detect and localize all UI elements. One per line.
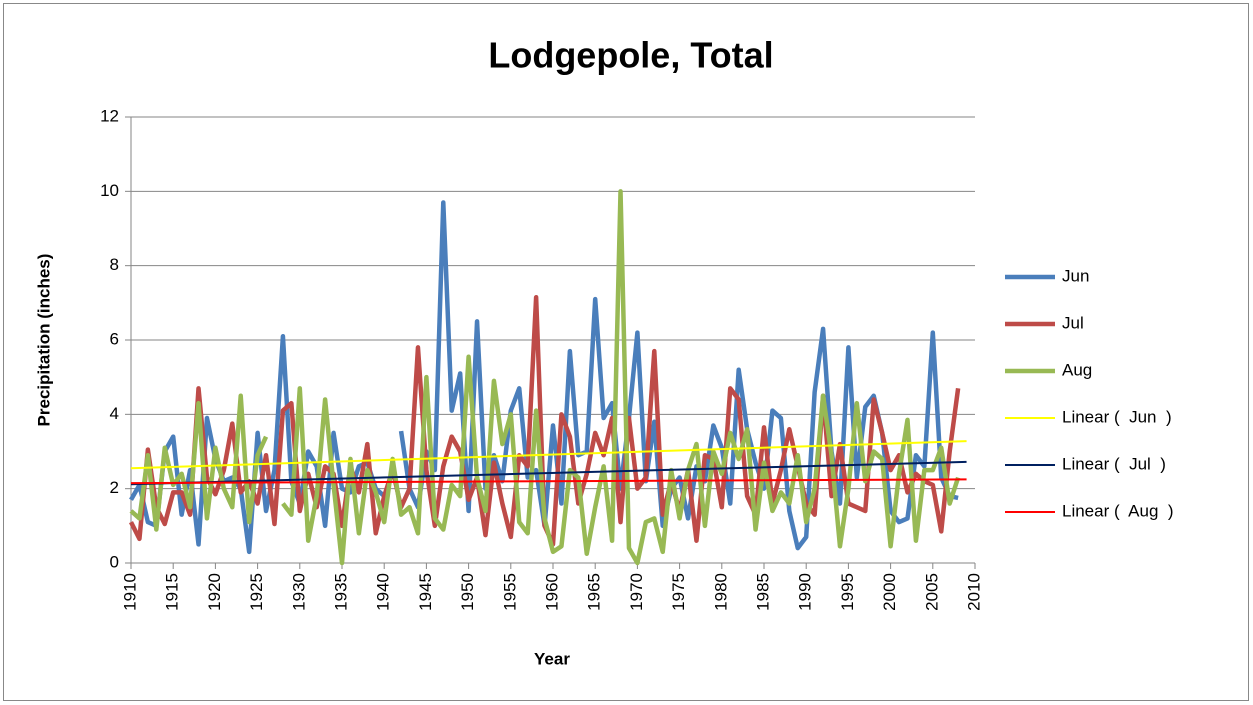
x-tick-label: 1990 <box>796 573 815 611</box>
y-tick-label: 6 <box>110 329 119 348</box>
trend-line <box>130 440 967 470</box>
legend-label: Jul <box>1062 313 1084 332</box>
x-tick-label: 1975 <box>669 573 688 611</box>
x-tick-label: 1960 <box>542 573 561 611</box>
x-tick-label: 1920 <box>205 573 224 611</box>
x-tick-label: 1955 <box>500 573 519 611</box>
x-tick-label: 1995 <box>838 573 857 611</box>
x-tick-label: 1935 <box>331 573 350 611</box>
legend-label: Jun <box>1062 266 1089 285</box>
x-tick-label: 2005 <box>922 573 941 611</box>
x-tick-label: 2010 <box>964 573 983 611</box>
x-tick-label: 1940 <box>374 573 393 611</box>
x-tick-label: 1910 <box>120 573 139 611</box>
chart-title: Lodgepole, Total <box>488 35 773 76</box>
trend-line <box>130 478 967 485</box>
legend-label: Linear ( Aug ) <box>1062 501 1174 520</box>
x-tick-label: 1930 <box>289 573 308 611</box>
legend-label: Linear ( Jun ) <box>1062 407 1172 426</box>
y-tick-label: 12 <box>100 106 119 125</box>
x-tick-label: 1950 <box>458 573 477 611</box>
y-tick-label: 4 <box>110 404 119 423</box>
x-axis-label: Year <box>534 649 570 668</box>
x-tick-label: 1965 <box>585 573 604 611</box>
series-line <box>129 200 959 555</box>
x-tick-label: 1980 <box>711 573 730 611</box>
x-tick-label: 1915 <box>163 573 182 611</box>
y-tick-label: 10 <box>100 181 119 200</box>
y-tick-label: 8 <box>110 255 119 274</box>
x-tick-label: 1970 <box>627 573 646 611</box>
y-tick-label: 2 <box>110 478 119 497</box>
y-tick-label: 0 <box>110 552 119 571</box>
legend-label: Aug <box>1062 360 1092 379</box>
x-tick-label: 2000 <box>880 573 899 611</box>
y-axis-label: Precipitation (inches) <box>34 254 53 427</box>
trend-line <box>130 460 967 486</box>
x-tick-label: 1985 <box>753 573 772 611</box>
x-tick-label: 1925 <box>247 573 266 611</box>
legend-label: Linear ( Jul ) <box>1062 454 1166 473</box>
x-tick-label: 1945 <box>416 573 435 611</box>
